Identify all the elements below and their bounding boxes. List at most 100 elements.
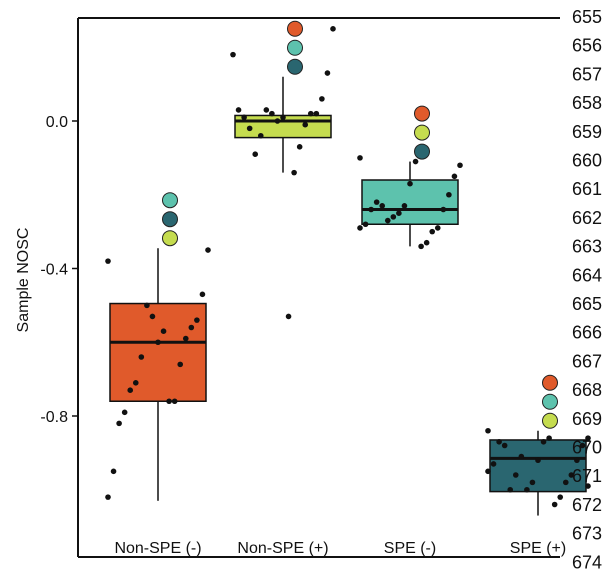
sample-point	[357, 155, 363, 161]
line-number: 657	[572, 64, 602, 84]
sample-point	[490, 461, 497, 467]
sample-point	[518, 453, 525, 460]
x-category-label: Non-SPE (-)	[114, 540, 201, 557]
sample-point	[149, 313, 156, 320]
sample-point	[116, 420, 122, 427]
sample-point	[451, 173, 458, 180]
y-axis: 0.0 -0.4 -0.8	[40, 114, 78, 426]
sample-point	[507, 486, 514, 493]
sample-point	[171, 398, 178, 405]
y-tick-label: -0.4	[40, 262, 68, 279]
sample-point	[524, 486, 530, 493]
line-number: 656	[572, 36, 602, 56]
group-marker	[414, 143, 430, 160]
sample-point	[379, 203, 386, 209]
sample-point	[485, 427, 491, 434]
sample-point	[535, 457, 541, 464]
sample-point	[127, 387, 134, 393]
group-marker	[414, 105, 430, 122]
line-number: 664	[572, 265, 602, 285]
x-category-label: SPE (+)	[510, 540, 566, 557]
box-1	[109, 248, 207, 501]
sample-point	[390, 214, 397, 220]
sample-point	[496, 439, 502, 445]
sample-point	[557, 494, 564, 500]
x-axis: Non-SPE (-) Non-SPE (+) SPE (-) SPE (+)	[114, 540, 566, 557]
sample-point	[110, 468, 117, 475]
sample-point	[501, 442, 508, 449]
line-numbers: 655 656 657 658 659 660 661 662 663 664 665 666 667 6…	[572, 7, 602, 571]
line-number: 663	[572, 237, 602, 257]
sample-point	[401, 203, 408, 209]
y-tick-label: 0.0	[46, 114, 68, 131]
group-marker	[542, 374, 558, 391]
line-number: 661	[572, 179, 602, 199]
box-body	[489, 439, 587, 493]
group-marker	[162, 230, 178, 247]
line-number: 667	[572, 351, 602, 371]
sample-point	[205, 247, 211, 253]
sample-point	[241, 114, 247, 121]
y-tick-label: -0.8	[40, 409, 68, 426]
sample-point	[105, 494, 111, 500]
sample-point	[177, 361, 184, 368]
sample-point	[512, 472, 519, 478]
sample-point	[307, 110, 314, 117]
sample-point	[144, 302, 150, 309]
line-number: 660	[572, 151, 602, 171]
line-number: 658	[572, 93, 602, 113]
box-plots	[109, 76, 587, 516]
sample-point	[574, 457, 580, 464]
sample-point	[546, 435, 552, 441]
box-body	[109, 302, 207, 402]
sample-point	[132, 380, 139, 386]
group-marker	[542, 412, 558, 429]
sample-point	[257, 132, 264, 139]
sample-point	[182, 335, 189, 342]
sample-point	[280, 114, 286, 121]
sample-point	[155, 339, 161, 346]
sample-point	[551, 501, 558, 508]
box-2	[234, 76, 332, 173]
sample-point	[384, 217, 391, 224]
sample-point	[105, 258, 111, 264]
sample-point	[121, 409, 128, 416]
sample-point	[166, 398, 172, 405]
sample-point	[291, 169, 297, 176]
sample-point	[412, 158, 419, 165]
line-number: 671	[572, 466, 602, 486]
sample-point	[357, 225, 363, 231]
line-number: 666	[572, 323, 602, 343]
sample-point	[585, 435, 591, 441]
group-marker	[287, 39, 303, 56]
line-number: 670	[572, 438, 602, 458]
sample-point	[319, 96, 325, 102]
line-number: 662	[572, 208, 602, 228]
sample-point	[485, 468, 491, 475]
line-number: 673	[572, 524, 602, 544]
sample-point	[457, 162, 463, 169]
sample-point	[368, 206, 374, 213]
line-number: 669	[572, 409, 602, 429]
sample-point	[302, 121, 309, 128]
sample-point	[194, 317, 200, 323]
sample-point	[585, 483, 591, 489]
sample-point	[396, 210, 402, 216]
sample-point	[235, 107, 242, 113]
sample-points	[105, 26, 591, 508]
sample-point	[230, 51, 236, 58]
line-number: 672	[572, 495, 602, 515]
sample-point	[407, 180, 413, 187]
group-marker	[162, 192, 178, 209]
sample-point	[579, 442, 586, 449]
group-marker	[542, 393, 558, 410]
sample-point	[440, 206, 447, 213]
sample-point	[188, 324, 195, 331]
sample-point	[330, 26, 336, 32]
sample-point	[568, 472, 575, 478]
group-marker	[162, 211, 178, 228]
group-marker	[287, 58, 303, 75]
line-number: 674	[572, 552, 602, 571]
sample-point	[138, 354, 145, 360]
